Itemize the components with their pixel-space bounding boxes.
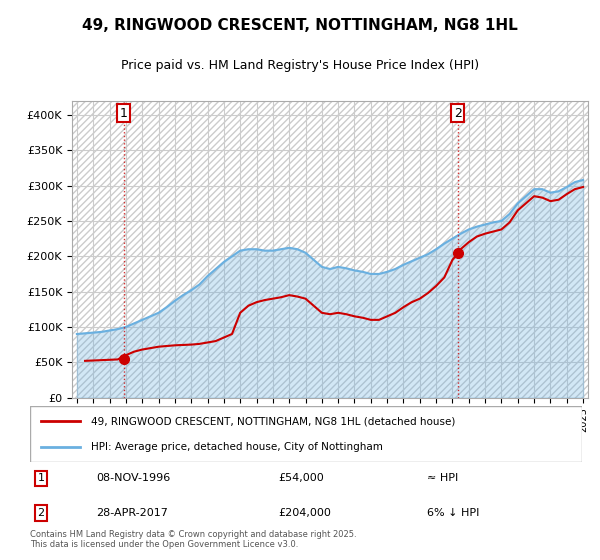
Text: Price paid vs. HM Land Registry's House Price Index (HPI): Price paid vs. HM Land Registry's House … <box>121 59 479 72</box>
Text: 1: 1 <box>119 107 128 120</box>
Text: 2: 2 <box>37 508 44 518</box>
FancyBboxPatch shape <box>30 406 582 462</box>
Text: 1: 1 <box>38 473 44 483</box>
Text: HPI: Average price, detached house, City of Nottingham: HPI: Average price, detached house, City… <box>91 442 383 452</box>
Text: Contains HM Land Registry data © Crown copyright and database right 2025.
This d: Contains HM Land Registry data © Crown c… <box>30 530 356 549</box>
Text: 49, RINGWOOD CRESCENT, NOTTINGHAM, NG8 1HL: 49, RINGWOOD CRESCENT, NOTTINGHAM, NG8 1… <box>82 18 518 32</box>
Text: 2: 2 <box>454 107 462 120</box>
Text: 6% ↓ HPI: 6% ↓ HPI <box>427 508 480 518</box>
Text: £54,000: £54,000 <box>278 473 324 483</box>
Text: ≈ HPI: ≈ HPI <box>427 473 458 483</box>
Text: 28-APR-2017: 28-APR-2017 <box>96 508 168 518</box>
Text: 08-NOV-1996: 08-NOV-1996 <box>96 473 170 483</box>
Text: 49, RINGWOOD CRESCENT, NOTTINGHAM, NG8 1HL (detached house): 49, RINGWOOD CRESCENT, NOTTINGHAM, NG8 1… <box>91 416 455 426</box>
Text: £204,000: £204,000 <box>278 508 331 518</box>
